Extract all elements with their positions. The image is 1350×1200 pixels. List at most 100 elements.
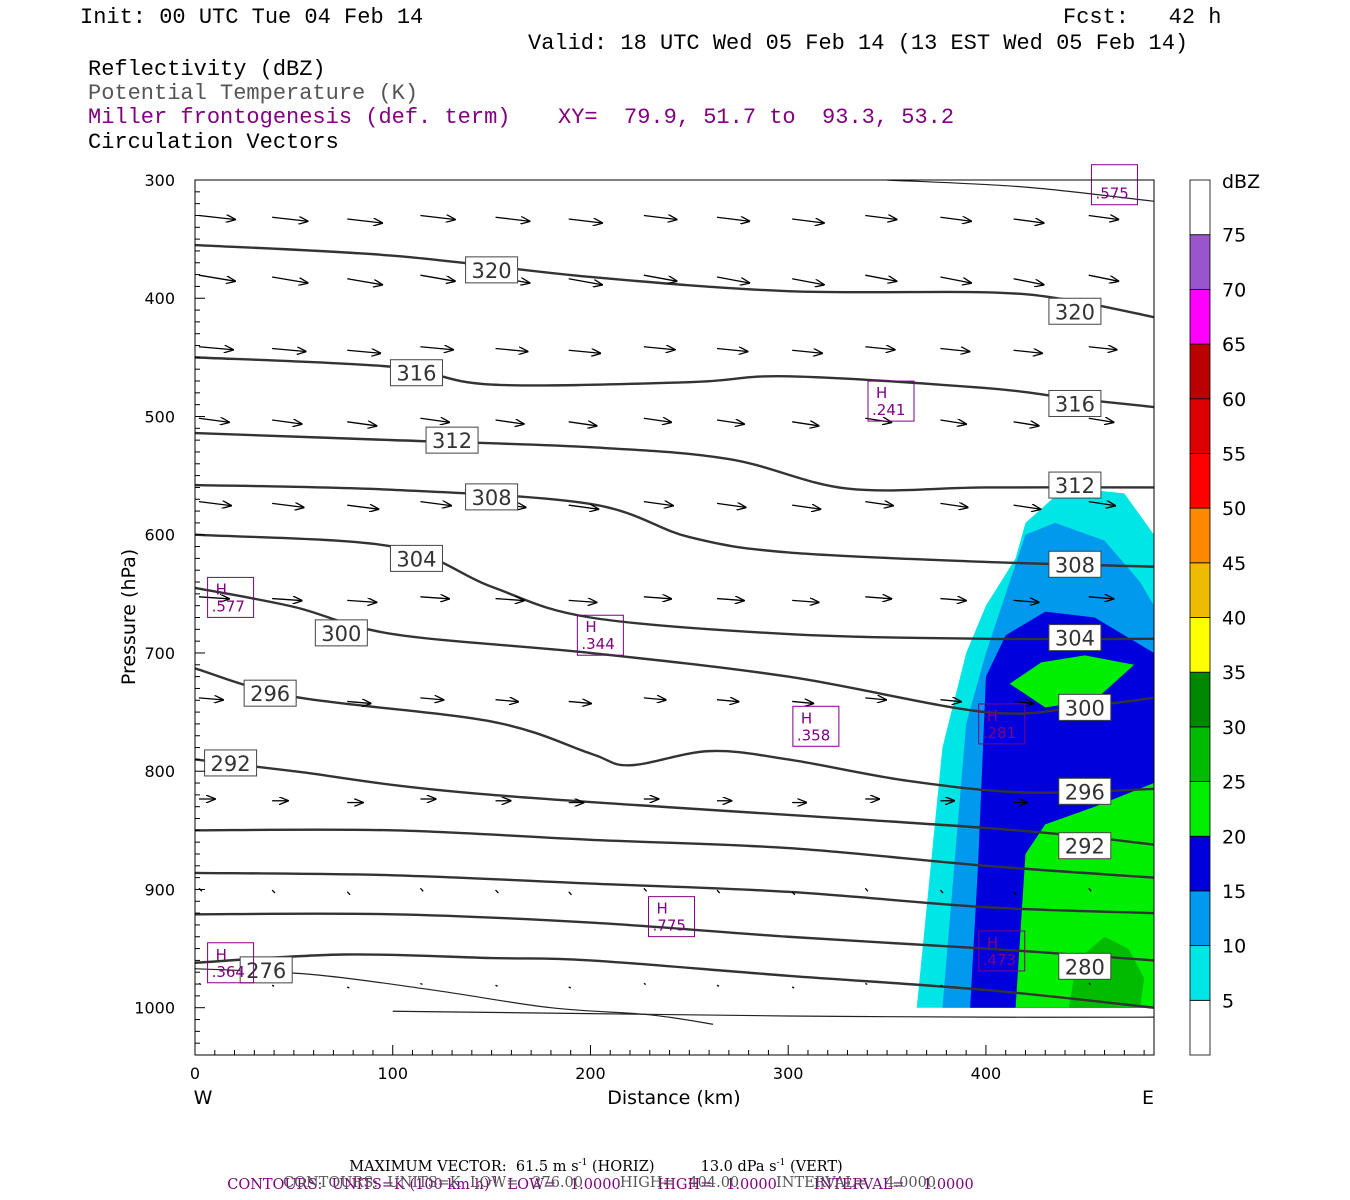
colorbar-swatch-5 [1189, 726, 1211, 782]
frontogenesis-max-value-6: .775 [653, 917, 686, 935]
theta-label-box-308-0 [465, 483, 519, 511]
circulation-vector-9-8 [791, 986, 795, 989]
colorbar-level-60: 60 [1222, 389, 1246, 411]
circulation-vector-4-5 [568, 505, 599, 509]
circulation-vector-0-6 [643, 215, 677, 219]
frontogenesis-max-label-6: H [657, 900, 668, 918]
circulation-vector-6-7 [716, 700, 738, 702]
x-tick-label-200: 200 [575, 1064, 606, 1083]
circulation-vector-0-9 [865, 215, 896, 219]
theta-contour-284 [195, 871, 1154, 915]
circulation-vector-9-10 [940, 984, 943, 987]
circulation-vector-6-5 [568, 701, 591, 703]
circulation-vector-2-1 [272, 348, 305, 351]
circulation-vector-1-5 [568, 278, 602, 285]
colorbar-swatch-12 [1189, 343, 1211, 400]
colorbar-swatch-15 [1189, 179, 1211, 236]
frontogenesis-max-box-5 [207, 942, 255, 984]
theta-label-box-300-1 [1058, 693, 1112, 721]
colorbar-swatch-10 [1189, 453, 1211, 509]
theta-label-280-0: 280 [1065, 955, 1105, 979]
frontogenesis-max-box-8 [1090, 164, 1138, 206]
colorbar-swatch-13 [1189, 288, 1211, 345]
circulation-vector-5-5 [568, 600, 597, 602]
theta-label-box-296-0 [243, 679, 297, 707]
theta-label-308-0: 308 [472, 486, 512, 510]
circulation-vector-4-8 [792, 505, 820, 509]
footer-max-vector: MAXIMUM VECTOR: 61.5 m s-1 (HORIZ) 13.0 … [340, 1139, 843, 1175]
colorbar-swatch-0 [1189, 999, 1211, 1056]
frontogenesis-max-box-4 [978, 703, 1026, 745]
colorbar-level-75: 75 [1222, 225, 1246, 247]
colorbar-level-45: 45 [1222, 553, 1246, 575]
theta-label-296-1: 296 [1065, 780, 1105, 804]
circulation-vector-0-8 [792, 219, 824, 223]
circulation-vector-6-10 [940, 700, 960, 702]
circulation-vector-4-11 [1013, 505, 1041, 509]
frontogenesis-max-value-4: .281 [983, 724, 1016, 742]
circulation-vector-2-0 [198, 347, 233, 350]
circulation-vector-0-2 [347, 219, 382, 223]
circulation-vector-5-0 [198, 597, 229, 599]
colorbar-swatch-7 [1189, 617, 1211, 673]
theta-label-box-308-1 [1048, 550, 1102, 578]
cross-section-chart: 3203203163163123123083083043043003002962… [118, 164, 1260, 1109]
circulation-vector-1-1 [272, 276, 307, 283]
x-tick-label-100: 100 [377, 1064, 408, 1083]
circulation-vector-6-6 [643, 698, 666, 700]
circulation-vector-1-11 [1013, 278, 1044, 285]
circulation-vector-0-0 [198, 215, 235, 219]
circulation-vector-8-3 [419, 887, 424, 892]
circulation-vector-2-8 [792, 350, 822, 353]
footer-fronto-sup: -1 [489, 1176, 499, 1186]
colorbar-level-10: 10 [1222, 936, 1246, 958]
theta-label-320-0: 320 [472, 259, 512, 283]
circulation-vector-2-9 [865, 347, 894, 350]
valid-time: Valid: 18 UTC Wed 05 Feb 14 (13 EST Wed … [528, 31, 1189, 56]
theta-contour-304 [195, 533, 1154, 641]
theta-label-308-1: 308 [1055, 553, 1095, 577]
theta-label-box-312-0 [425, 426, 479, 454]
theta-label-box-312-1 [1048, 471, 1102, 499]
frontogenesis-max-box-0 [207, 576, 255, 618]
theta-label-316-0: 316 [396, 362, 436, 386]
frontogenesis-contour-1 [887, 180, 1154, 202]
footer-fronto-range: LOW= 1.0000 HIGH= 1.0000 INTERVAL= 1.000… [498, 1176, 974, 1193]
field-reflectivity: Reflectivity (dBZ) [88, 57, 326, 82]
footer-fronto-units: CONTOURS: UNITS=K (100 km h) [227, 1176, 490, 1193]
circulation-vector-3-5 [568, 422, 597, 426]
colorbar-swatch-3 [1189, 835, 1211, 892]
theta-contour-312 [195, 431, 1154, 492]
frontogenesis-max-box-6 [648, 896, 696, 938]
frontogenesis-max-value-5: .364 [212, 963, 245, 981]
x-tick-label-400: 400 [971, 1064, 1002, 1083]
frontogenesis-max-label-5: H [216, 946, 227, 964]
theta-contour-292 [195, 758, 1154, 846]
circulation-vector-5-2 [347, 600, 376, 602]
theta-label-box-276-0 [239, 956, 293, 984]
frontogenesis-max-label-2: H [876, 384, 887, 402]
circulation-vector-9-12 [1088, 982, 1092, 986]
theta-contour-300 [195, 586, 1154, 715]
circulation-vector-6-4 [495, 700, 519, 702]
circulation-vector-9-1 [271, 984, 275, 987]
theta-label-292-0: 292 [211, 752, 251, 776]
y-axis-label: Pressure (hPa) [118, 549, 140, 685]
circulation-vector-9-6 [643, 982, 647, 986]
y-tick-label-900: 900 [144, 880, 175, 899]
circulation-vector-6-8 [792, 701, 813, 703]
y-tick-label-300: 300 [144, 171, 175, 190]
theta-label-box-292-1 [1058, 832, 1112, 860]
circulation-vector-2-4 [495, 348, 528, 351]
circulation-vector-8-10 [939, 889, 944, 894]
colorbar-level-70: 70 [1222, 279, 1246, 301]
circulation-vector-1-12 [1088, 274, 1119, 281]
footer-max-vector-vert-unit: (VERT) [785, 1158, 843, 1175]
circulation-vector-5-4 [495, 599, 524, 601]
frontogenesis-max-label-1: H [585, 618, 596, 636]
circulation-vector-5-7 [716, 599, 744, 601]
circulation-vector-1-2 [347, 278, 382, 285]
circulation-vector-0-11 [1013, 219, 1044, 223]
circulation-vector-3-6 [643, 418, 671, 422]
frontogenesis-max-box-7 [978, 930, 1026, 972]
